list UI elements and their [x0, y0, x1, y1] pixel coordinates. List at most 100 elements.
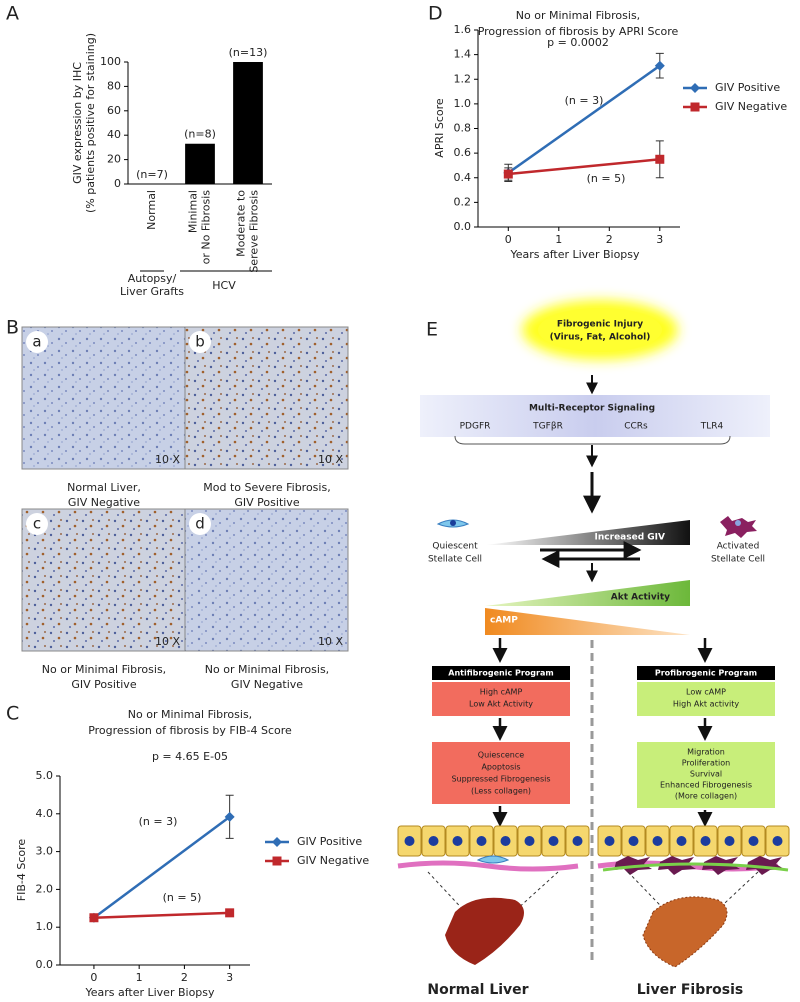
activated-cell — [720, 516, 757, 538]
micrograph-badge — [189, 513, 211, 535]
series-line — [507, 64, 661, 174]
micrograph-caption: Normal Liver, — [67, 481, 141, 494]
data-point — [89, 913, 99, 923]
x-tick-label: 3 — [226, 971, 233, 984]
x-tick-label: or No Fibrosis — [200, 190, 213, 265]
injury-label: Fibrogenic Injury — [557, 320, 643, 330]
y-axis-label: APRI Score — [433, 98, 446, 158]
x-axis-label: Years after Liver Biopsy — [509, 248, 640, 261]
program-header — [637, 666, 775, 680]
receptor: TGFβR — [532, 422, 563, 432]
micrograph — [184, 326, 349, 470]
chart-title: Progression of fibrosis by APRI Score — [478, 25, 679, 38]
x-tick-label: Normal — [145, 190, 158, 230]
camp-label: cAMP — [490, 616, 518, 626]
group-label: Autopsy/ — [128, 272, 177, 285]
micrograph-badge — [189, 331, 211, 353]
giv-label: Increased GIV — [595, 533, 665, 543]
annotation: (n = 3) — [139, 815, 178, 828]
micrograph — [184, 508, 349, 652]
x-tick-label: Moderate to — [235, 190, 248, 257]
micrograph-letter: d — [195, 515, 205, 533]
hepatocyte-nucleus — [652, 836, 663, 846]
magnification: 10 X — [318, 635, 343, 648]
y-tick-label: 80 — [107, 79, 121, 92]
akt-wedge — [485, 580, 690, 606]
outcome-label: Enhanced Fibrogenesis — [660, 781, 752, 790]
legend-marker — [272, 837, 282, 847]
annotation: (n = 3) — [565, 94, 604, 107]
y-tick-label: 4.0 — [36, 807, 54, 820]
outcome-label: Proliferation — [682, 759, 730, 768]
legend-label: GIV Negative — [297, 854, 369, 867]
y-tick-label: 60 — [107, 104, 121, 117]
hepatocyte-nucleus — [524, 836, 535, 846]
program-header-label: Antifibrogenic Program — [448, 669, 553, 678]
hepatocyte-nucleus — [548, 836, 559, 846]
hepatocyte-nucleus — [572, 836, 583, 846]
panel-letter: B — [6, 317, 19, 339]
series-line — [93, 911, 230, 919]
series-line — [508, 158, 660, 176]
zoom-line — [493, 871, 559, 931]
outcome-label: (Less collagen) — [471, 787, 531, 796]
hepatocyte-nucleus — [500, 836, 511, 846]
quiescent-label: Stellate Cell — [428, 555, 482, 565]
legend-label: GIV Positive — [297, 835, 362, 848]
y-tick-label: 1.0 — [454, 97, 472, 110]
y-tick-label: 0.2 — [454, 195, 472, 208]
group-label: Liver Grafts — [120, 285, 184, 298]
micrograph-badge — [26, 331, 48, 353]
y-tick-label: 0.8 — [454, 122, 472, 135]
legend-label: GIV Negative — [715, 100, 787, 113]
receptor: PDGFR — [460, 422, 491, 432]
program-header — [432, 666, 570, 680]
hepatocyte-nucleus — [476, 836, 487, 846]
collagen — [602, 862, 789, 872]
data-point — [654, 60, 665, 71]
state-label: High cAMP — [480, 688, 523, 697]
x-axis-label: Years after Liver Biopsy — [84, 986, 215, 999]
y-tick-label: 0 — [114, 177, 121, 190]
hepatocyte-nucleus — [452, 836, 463, 846]
signaling-box — [420, 395, 770, 437]
panel-letter: C — [6, 703, 19, 725]
data-point — [655, 154, 665, 164]
y-tick-label: 3.0 — [36, 845, 54, 858]
micrograph-letter: a — [32, 333, 41, 351]
signaling-title: Multi-Receptor Signaling — [529, 404, 655, 414]
receptor: CCRs — [624, 422, 648, 432]
quiescent-stellate — [476, 855, 510, 864]
legend-marker — [690, 102, 700, 112]
micrograph-badge — [26, 513, 48, 535]
micrograph-letter: c — [33, 515, 41, 533]
activated-stellate — [746, 856, 784, 875]
bar — [233, 62, 263, 184]
outcome-label: Suppressed Fibrogenesis — [451, 775, 550, 784]
y-tick-label: 1.2 — [454, 72, 472, 85]
cell-layers — [397, 825, 790, 931]
series-line — [93, 815, 231, 919]
y-tick-label: 40 — [107, 128, 121, 141]
panel-letter: A — [6, 3, 19, 25]
outcome-label: (More collagen) — [675, 792, 737, 801]
magnification: 10 X — [155, 635, 180, 648]
state-label: High Akt activity — [673, 700, 739, 709]
x-tick-label: 0 — [505, 233, 512, 246]
outcome-label: Apoptosis — [481, 763, 520, 772]
data-point — [503, 169, 513, 179]
micrograph-caption: GIV Positive — [71, 678, 136, 691]
liver-fibrotic — [642, 896, 728, 968]
quiescent-label: Quiescent — [432, 542, 478, 552]
hepatocyte-nucleus — [676, 836, 687, 846]
camp-wedge — [485, 608, 690, 635]
annotation: p = 4.65 E-05 — [152, 750, 228, 763]
micrograph-caption: GIV Negative — [68, 496, 140, 509]
x-tick-label: Minimal — [187, 190, 200, 233]
y-tick-label: 20 — [107, 153, 121, 166]
x-tick-label: 2 — [606, 233, 613, 246]
micrograph-caption: GIV Positive — [234, 496, 299, 509]
micrograph-caption: No or Minimal Fibrosis, — [205, 663, 329, 676]
group-label: HCV — [212, 279, 236, 292]
bracket — [454, 435, 731, 445]
